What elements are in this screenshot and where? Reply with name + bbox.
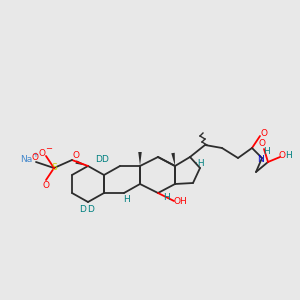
Text: O: O [259,140,266,148]
Text: H: H [123,196,129,205]
Text: −: − [46,145,52,154]
Text: H: H [264,148,270,157]
Text: H: H [285,151,291,160]
Text: ·H: ·H [195,160,205,169]
Text: D: D [102,154,108,164]
Text: Na: Na [20,155,32,164]
Text: D: D [88,206,94,214]
Text: D: D [80,206,86,214]
Text: S: S [51,164,57,172]
Text: O: O [32,152,38,161]
Text: O: O [260,128,268,137]
Text: O: O [43,182,50,190]
Text: OH: OH [173,197,187,206]
Text: O: O [73,152,80,160]
Text: H: H [163,194,170,202]
Polygon shape [138,152,142,166]
Text: D: D [96,154,102,164]
Text: N: N [258,154,264,164]
Text: O: O [278,151,286,160]
Polygon shape [75,160,88,166]
Text: +: + [32,152,38,158]
Text: O: O [38,149,46,158]
Polygon shape [171,153,175,166]
